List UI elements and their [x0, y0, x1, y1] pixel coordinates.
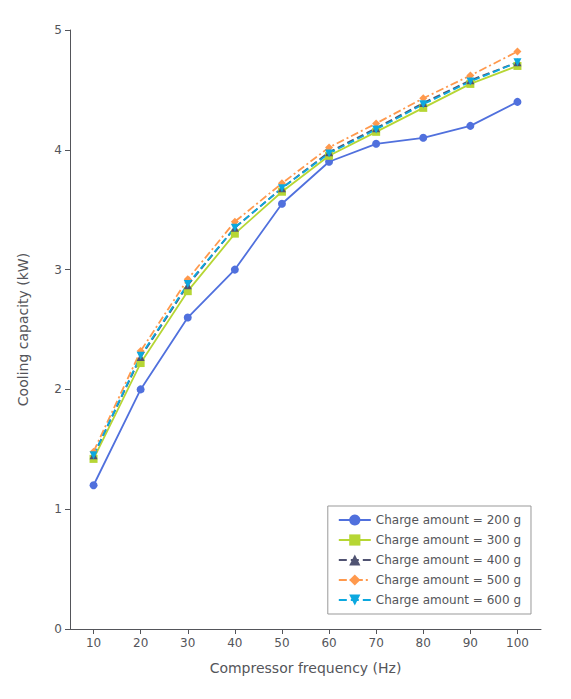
svg-text:10: 10 — [86, 636, 101, 650]
svg-text:Charge amount = 400 g: Charge amount = 400 g — [376, 553, 521, 567]
svg-text:Compressor frequency (Hz): Compressor frequency (Hz) — [210, 660, 402, 676]
svg-text:Charge amount = 200 g: Charge amount = 200 g — [376, 513, 521, 527]
svg-text:100: 100 — [506, 636, 529, 650]
svg-text:0: 0 — [54, 622, 62, 636]
svg-text:3: 3 — [54, 263, 62, 277]
svg-text:Charge amount = 300 g: Charge amount = 300 g — [376, 533, 521, 547]
svg-text:20: 20 — [133, 636, 148, 650]
svg-text:30: 30 — [180, 636, 195, 650]
svg-text:1: 1 — [54, 502, 62, 516]
svg-text:50: 50 — [274, 636, 289, 650]
svg-text:80: 80 — [416, 636, 431, 650]
svg-text:5: 5 — [54, 23, 62, 37]
svg-text:Charge amount = 600 g: Charge amount = 600 g — [376, 593, 521, 607]
svg-text:90: 90 — [463, 636, 478, 650]
svg-text:Charge amount = 500 g: Charge amount = 500 g — [376, 573, 521, 587]
svg-text:2: 2 — [54, 382, 62, 396]
svg-text:60: 60 — [321, 636, 336, 650]
svg-text:Cooling capacity (kW): Cooling capacity (kW) — [15, 253, 31, 406]
svg-text:70: 70 — [369, 636, 384, 650]
svg-text:4: 4 — [54, 143, 62, 157]
svg-text:40: 40 — [227, 636, 242, 650]
